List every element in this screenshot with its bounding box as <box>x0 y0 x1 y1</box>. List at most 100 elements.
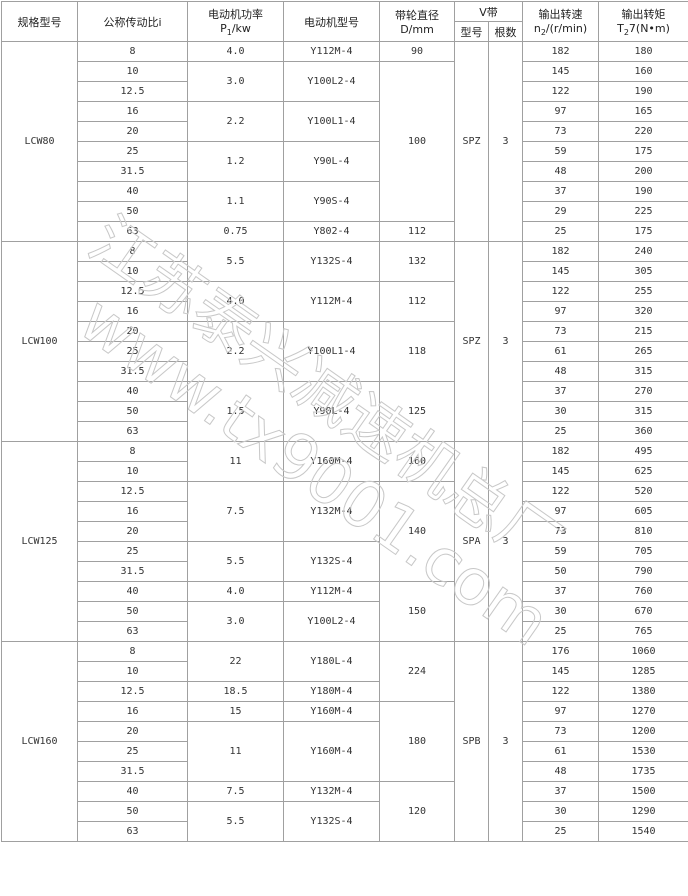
ratio-cell: 63 <box>77 421 188 442</box>
ratio-cell: 16 <box>77 501 188 522</box>
header-speed-title: 输出转速 <box>538 7 583 21</box>
diameter-cell: 112 <box>379 221 455 242</box>
speed-cell: 182 <box>522 41 599 62</box>
table-row: LCW125 8 11 Y160M-4 160 SPA 3 182 495 <box>1 441 688 642</box>
power-cell: 3.0 <box>187 61 284 102</box>
diameter-cell: 150 <box>379 581 455 642</box>
belt-count-cell: 3 <box>488 41 523 242</box>
torque-cell: 1500 <box>598 781 688 802</box>
motor-cell: Y160M-4 <box>283 701 380 722</box>
table-row: 20 73 810 <box>2 521 688 542</box>
torque-cell: 315 <box>598 361 688 382</box>
model-cell: LCW125 <box>1 441 78 642</box>
motor-cell: Y112M-4 <box>283 41 380 62</box>
torque-cell: 265 <box>598 341 688 362</box>
belt-type-cell: SPZ <box>454 41 489 242</box>
diameter-cell: 112 <box>379 281 455 322</box>
unit-sub: 2 <box>540 28 546 38</box>
table-row: 20 73 220 <box>2 121 688 142</box>
ratio-cell: 10 <box>77 461 188 482</box>
ratio-cell: 8 <box>77 641 188 662</box>
torque-cell: 220 <box>598 121 688 142</box>
torque-cell: 270 <box>598 381 688 402</box>
ratio-cell: 63 <box>77 821 188 842</box>
torque-cell: 495 <box>598 441 688 462</box>
ratio-cell: 25 <box>77 741 188 762</box>
header-torque-unit: T27(N•m) <box>599 22 688 37</box>
ratio-cell: 16 <box>77 101 188 122</box>
table-row: 50 30 315 <box>2 401 688 422</box>
speed-cell: 145 <box>522 661 599 682</box>
speed-cell: 25 <box>522 821 599 842</box>
table-row: 50 29 225 <box>2 201 688 222</box>
ratio-cell: 50 <box>77 401 188 422</box>
table-row: 10 145 1285 <box>2 661 688 682</box>
belt-type-cell: SPA <box>454 441 489 642</box>
torque-cell: 790 <box>598 561 688 582</box>
model-cell: LCW100 <box>1 241 78 442</box>
power-cell: 18.5 <box>187 681 284 702</box>
motor-cell: Y112M-4 <box>283 581 380 602</box>
unit-tail: /kw <box>231 21 251 35</box>
ratio-cell: 10 <box>77 61 188 82</box>
speed-cell: 50 <box>522 561 599 582</box>
header-motor: 电动机型号 <box>283 1 380 42</box>
speed-cell: 182 <box>522 241 599 262</box>
speed-cell: 97 <box>522 301 599 322</box>
ratio-cell: 25 <box>77 541 188 562</box>
speed-cell: 73 <box>522 321 599 342</box>
torque-cell: 165 <box>598 101 688 122</box>
ratio-cell: 63 <box>77 621 188 642</box>
power-cell: 1.1 <box>187 181 284 222</box>
table-row: LCW80 8 4.0 Y112M-4 90 SPZ 3 182 180 <box>1 41 688 242</box>
motor-cell: Y90L-4 <box>283 141 380 182</box>
speed-cell: 97 <box>522 501 599 522</box>
speed-cell: 182 <box>522 441 599 462</box>
table-row: 50 3.0 Y100L2-4 30 670 <box>2 601 688 642</box>
torque-cell: 1530 <box>598 741 688 762</box>
header-power-unit: P1/kw <box>188 22 283 37</box>
torque-cell: 320 <box>598 301 688 322</box>
table-row: LCW160 8 22 Y180L-4 224 SPB 3 176 1060 <box>1 641 688 842</box>
power-cell: 7.5 <box>187 781 284 802</box>
header-diameter-unit: D/mm <box>400 23 434 36</box>
diameter-cell: 132 <box>379 241 455 282</box>
diameter-cell: 224 <box>379 641 455 702</box>
power-cell: 3.0 <box>187 601 284 642</box>
torque-cell: 1735 <box>598 761 688 782</box>
power-cell: 4.0 <box>187 281 284 322</box>
table-row: 40 4.0 Y112M-4 150 37 760 <box>2 581 688 642</box>
speed-cell: 176 <box>522 641 599 662</box>
speed-cell: 97 <box>522 101 599 122</box>
table-row: 10 145 305 <box>2 261 688 282</box>
table-row: 10 3.0 Y100L2-4 100 145 160 <box>2 61 688 222</box>
diameter-cell: 118 <box>379 321 455 382</box>
power-cell: 7.5 <box>187 481 284 542</box>
ratio-cell: 16 <box>77 301 188 322</box>
diameter-cell: 90 <box>379 41 455 62</box>
speed-cell: 59 <box>522 541 599 562</box>
ratio-cell: 50 <box>77 201 188 222</box>
speed-cell: 61 <box>522 741 599 762</box>
table-row: 63 0.75 Y802-4 112 25 175 <box>2 221 688 242</box>
header-diameter: 带轮直径 D/mm <box>379 1 455 42</box>
ratio-cell: 12.5 <box>77 81 188 102</box>
ratio-cell: 25 <box>77 341 188 362</box>
torque-cell: 200 <box>598 161 688 182</box>
ratio-cell: 31.5 <box>77 361 188 382</box>
unit-main: T <box>617 21 624 35</box>
power-cell: 11 <box>187 721 284 782</box>
torque-cell: 305 <box>598 261 688 282</box>
ratio-cell: 20 <box>77 521 188 542</box>
belt-count-cell: 3 <box>488 241 523 442</box>
speed-cell: 48 <box>522 161 599 182</box>
belt-type-cell: SPZ <box>454 241 489 442</box>
header-torque: 输出转矩 T27(N•m) <box>598 1 688 42</box>
speed-cell: 48 <box>522 361 599 382</box>
belt-count-cell: 3 <box>488 641 523 842</box>
torque-cell: 1270 <box>598 701 688 722</box>
ratio-cell: 50 <box>77 801 188 822</box>
table-row: 16 2.2 Y100L1-4 97 165 <box>2 101 688 142</box>
motor-cell: Y160M-4 <box>283 721 380 782</box>
table-row: LCW100 8 5.5 Y132S-4 132 SPZ 3 182 240 <box>1 241 688 442</box>
